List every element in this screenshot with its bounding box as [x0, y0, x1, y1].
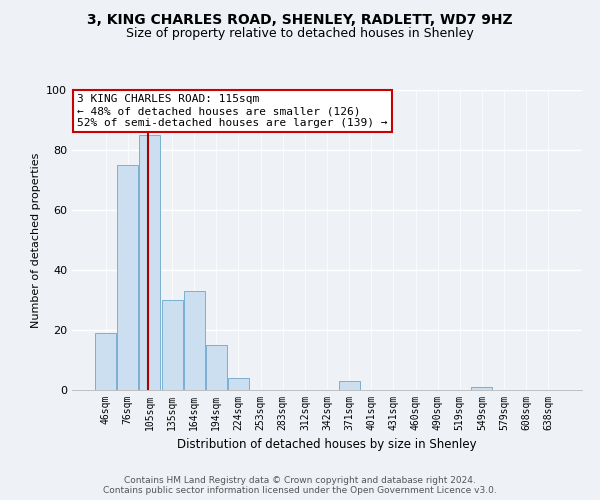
Text: Contains HM Land Registry data © Crown copyright and database right 2024.: Contains HM Land Registry data © Crown c…	[124, 476, 476, 485]
Bar	[472, 387, 493, 390]
Bar	[118, 165, 139, 390]
Bar	[95, 333, 116, 390]
Bar	[139, 135, 160, 390]
Bar	[228, 378, 249, 390]
Bar	[338, 381, 359, 390]
X-axis label: Distribution of detached houses by size in Shenley: Distribution of detached houses by size …	[177, 438, 477, 452]
Text: 3, KING CHARLES ROAD, SHENLEY, RADLETT, WD7 9HZ: 3, KING CHARLES ROAD, SHENLEY, RADLETT, …	[87, 12, 513, 26]
Y-axis label: Number of detached properties: Number of detached properties	[31, 152, 41, 328]
Bar	[206, 345, 227, 390]
Bar	[184, 291, 205, 390]
Bar	[161, 300, 182, 390]
Text: Contains public sector information licensed under the Open Government Licence v3: Contains public sector information licen…	[103, 486, 497, 495]
Text: 3 KING CHARLES ROAD: 115sqm
← 48% of detached houses are smaller (126)
52% of se: 3 KING CHARLES ROAD: 115sqm ← 48% of det…	[77, 94, 388, 128]
Text: Size of property relative to detached houses in Shenley: Size of property relative to detached ho…	[126, 28, 474, 40]
